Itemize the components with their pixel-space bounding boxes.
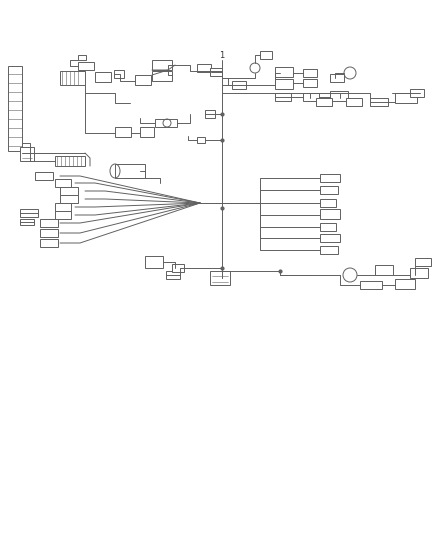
Bar [260,51,272,59]
Bar [346,98,362,106]
Bar [60,187,78,195]
Bar [20,209,38,217]
Bar [395,279,415,289]
Bar [210,271,230,285]
Bar [370,98,388,106]
Bar [55,179,71,187]
Bar [320,234,340,242]
Bar [115,127,131,137]
Bar [55,156,85,166]
Bar [95,72,111,82]
Bar [205,110,215,118]
Bar [316,98,332,106]
Bar [360,281,382,289]
Bar [410,89,424,97]
Bar [166,271,180,279]
Bar [210,68,222,76]
Bar [152,71,172,81]
Bar [60,71,85,85]
Bar [275,93,291,101]
Bar [415,258,431,266]
Bar [152,60,172,70]
Bar [20,147,34,161]
Bar [40,219,58,227]
Bar [60,195,78,203]
Bar [40,229,58,237]
Bar [275,67,293,77]
Bar [145,256,163,268]
Bar [320,186,338,194]
Bar [78,55,86,60]
Bar [320,246,338,254]
Bar [197,137,205,143]
Bar [8,66,22,151]
Bar [115,164,145,178]
Bar [320,223,336,231]
Bar [140,127,154,137]
Bar [375,265,393,275]
Bar [303,93,319,101]
Text: 1: 1 [219,51,225,60]
Bar [275,79,293,89]
Bar [320,174,340,182]
Bar [155,119,177,127]
Bar [20,219,34,225]
Bar [410,268,428,278]
Bar [78,62,94,70]
Bar [135,75,151,85]
Bar [40,239,58,247]
Bar [197,64,211,72]
Bar [172,264,184,272]
Bar [55,203,71,211]
Bar [35,172,53,180]
Bar [330,91,348,101]
Bar [55,211,71,219]
Bar [330,74,344,82]
Bar [232,81,246,89]
Bar [395,93,417,103]
Bar [320,199,336,207]
Bar [303,69,317,77]
Bar [320,209,340,219]
Bar [114,70,124,78]
Bar [303,79,317,87]
